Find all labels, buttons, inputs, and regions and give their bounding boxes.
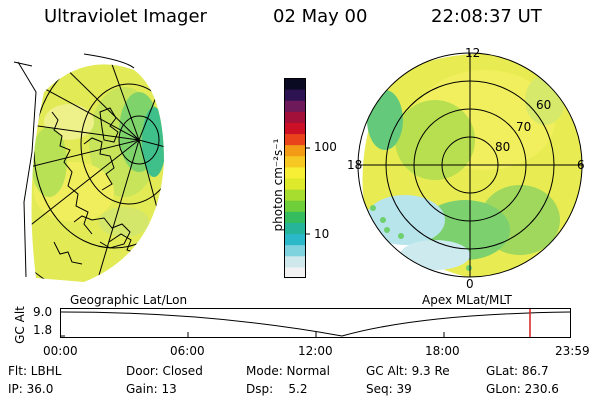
colorbar-swatch xyxy=(284,144,306,157)
mlt-label-12: 12 xyxy=(465,46,480,60)
colorbar-swatch xyxy=(284,111,306,123)
colorbar-tick-100: 100 xyxy=(314,140,337,154)
timeline-xtick-1200: 12:00 xyxy=(298,344,333,358)
colorbar-swatch xyxy=(284,155,306,168)
status-mode: Mode: Normal xyxy=(246,364,330,378)
colorbar-swatch xyxy=(284,200,306,212)
mlat-label-60: 60 xyxy=(536,98,551,112)
status-seq: Seq: 39 xyxy=(366,382,412,396)
colorbar-swatch xyxy=(284,222,306,235)
mlat-label-80: 80 xyxy=(495,140,510,154)
status-gain: Gain: 13 xyxy=(126,382,177,396)
colorbar-swatch xyxy=(284,244,306,257)
status-filter: Flt: LBHL xyxy=(8,364,62,378)
mlat-label-70: 70 xyxy=(516,120,531,134)
colorbar-tick-10: 10 xyxy=(314,227,330,241)
timeline-xtick-2359: 23:59 xyxy=(555,344,590,358)
colorbar-swatch xyxy=(284,233,306,246)
timeline-xtick-0600: 06:00 xyxy=(170,344,205,358)
instrument-title: Ultraviolet Imager xyxy=(44,6,207,27)
status-ip: IP: 36.0 xyxy=(8,382,54,396)
timeline-ytick-top: 9.0 xyxy=(33,305,53,319)
geographic-panel-label: Geographic Lat/Lon xyxy=(70,293,188,307)
colorbar-swatch xyxy=(284,89,306,101)
timeline-xtick-0000: 00:00 xyxy=(43,344,78,358)
apex-panel-label: Apex MLat/MLT xyxy=(422,293,512,307)
colorbar xyxy=(284,78,310,279)
status-door: Door: Closed xyxy=(126,364,203,378)
timeline-ytick-bottom: 1.8 xyxy=(33,323,53,337)
mlt-label-18: 18 xyxy=(347,158,362,172)
mlt-label-0: 0 xyxy=(466,277,474,291)
colorbar-swatch xyxy=(284,178,306,190)
status-gc-altitude: GC Alt: 9.3 Re xyxy=(366,364,450,378)
mlt-label-6: 6 xyxy=(577,158,585,172)
timeline-xtick-1800: 18:00 xyxy=(425,344,460,358)
status-glon: GLon: 230.6 xyxy=(486,382,559,396)
colorbar-unit-label: photon cm⁻²s⁻¹ xyxy=(271,138,285,232)
colorbar-swatch xyxy=(284,133,306,146)
colorbar-swatch xyxy=(284,166,306,179)
colorbar-swatch xyxy=(284,78,306,90)
altitude-timeline xyxy=(60,308,571,338)
time-label: 22:08:37 UT xyxy=(431,6,542,27)
colorbar-swatch xyxy=(284,122,306,135)
status-dsp: Dsp: 5.2 xyxy=(246,382,308,396)
colorbar-swatch xyxy=(284,266,306,279)
date-label: 02 May 00 xyxy=(273,6,368,27)
colorbar-swatch xyxy=(284,255,306,268)
colorbar-swatch xyxy=(284,189,306,201)
geographic-map xyxy=(13,53,164,283)
colorbar-swatch xyxy=(284,211,306,223)
colorbar-swatch xyxy=(284,100,306,112)
apex-polar-plot: 12 18 6 0 60 70 80 xyxy=(347,46,585,291)
timeline-ylabel: GC Alt xyxy=(13,306,27,344)
status-glat: GLat: 86.7 xyxy=(486,364,549,378)
